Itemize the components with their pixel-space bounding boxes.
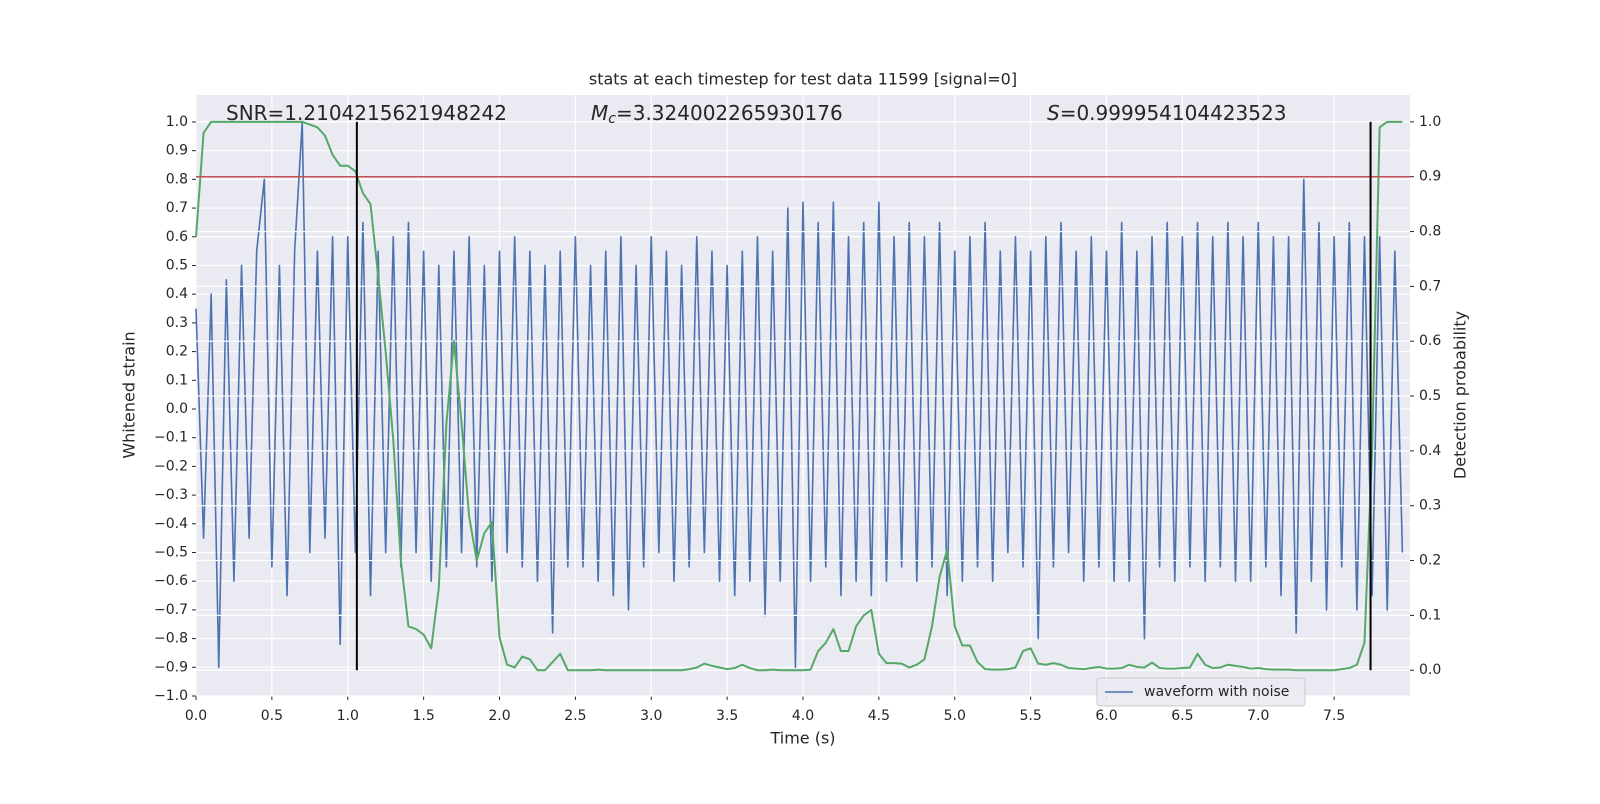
y-axis-label: Whitened strain bbox=[120, 331, 139, 458]
chart-title: stats at each timestep for test data 115… bbox=[589, 70, 1017, 89]
x-tick-label: 5.0 bbox=[944, 708, 966, 724]
y-tick-label: −0.3 bbox=[154, 487, 188, 503]
annotation: S=0.999954104423523 bbox=[1047, 101, 1286, 125]
y2-axis-label: Detection probability bbox=[1451, 311, 1470, 479]
legend-label: waveform with noise bbox=[1144, 684, 1289, 700]
annotation: Mc=3.324002265930176 bbox=[591, 101, 843, 128]
y-tick-label: −0.1 bbox=[154, 430, 188, 446]
series-line bbox=[195, 121, 1404, 669]
x-tick-label: 7.0 bbox=[1247, 708, 1269, 724]
x-tick-label: 1.5 bbox=[412, 708, 434, 724]
y-tick-label: 1.0 bbox=[166, 114, 188, 130]
y2-tick-label: 0.5 bbox=[1419, 388, 1441, 404]
annotation-text: =0.999954104423523 bbox=[1060, 101, 1287, 125]
y2-tick-label: 0.2 bbox=[1419, 553, 1441, 569]
y-tick-label: 0.3 bbox=[166, 315, 188, 331]
x-tick-label: 6.0 bbox=[1095, 708, 1117, 724]
annotation-symbol: S bbox=[1047, 101, 1060, 125]
x-tick-label: 6.5 bbox=[1171, 708, 1193, 724]
y-tick-label: 0.1 bbox=[166, 372, 188, 388]
y-tick-label: −0.7 bbox=[154, 602, 188, 618]
legend-box bbox=[1096, 677, 1306, 707]
y-tick-label: 0.6 bbox=[166, 229, 188, 245]
x-axis-label: Time (s) bbox=[769, 729, 835, 748]
y-tick-label: −1.0 bbox=[154, 688, 188, 704]
y-tick-label: 0.2 bbox=[166, 344, 188, 360]
y-tick-label: 0.7 bbox=[166, 200, 188, 216]
x-tick-label: 2.5 bbox=[564, 708, 586, 724]
y-tick-label: 0.8 bbox=[166, 171, 188, 187]
series-line bbox=[195, 120, 1403, 672]
y2-tick-label: 0.4 bbox=[1419, 443, 1441, 459]
annotation-subscript: c bbox=[608, 111, 616, 127]
x-tick-label: 1.0 bbox=[337, 708, 359, 724]
x-tick-label: 3.5 bbox=[716, 708, 738, 724]
y-tick-label: −0.4 bbox=[154, 516, 188, 532]
x-tick-label: 5.5 bbox=[1019, 708, 1041, 724]
y2-tick-label: 0.9 bbox=[1419, 169, 1441, 185]
y2-tick-label: 0.0 bbox=[1419, 662, 1441, 678]
annotation-symbol: M bbox=[591, 101, 608, 125]
y-tick-label: 0.5 bbox=[166, 257, 188, 273]
x-tick-label: 3.0 bbox=[640, 708, 662, 724]
x-tick-label: 4.0 bbox=[792, 708, 814, 724]
y-tick-label: −0.6 bbox=[154, 573, 188, 589]
y2-tick-label: 0.8 bbox=[1419, 224, 1441, 240]
x-tick-label: 0.0 bbox=[185, 708, 207, 724]
annotation-text: =3.324002265930176 bbox=[616, 101, 843, 125]
y-tick-label: 0.9 bbox=[166, 143, 188, 159]
y-tick-label: 0.0 bbox=[166, 401, 188, 417]
x-tick-label: 7.5 bbox=[1323, 708, 1345, 724]
y2-tick-label: 0.6 bbox=[1419, 333, 1441, 349]
y-tick-label: −0.2 bbox=[154, 458, 188, 474]
x-tick-label: 2.0 bbox=[488, 708, 510, 724]
x-tick-label: 0.5 bbox=[261, 708, 283, 724]
y2-tick-label: 0.7 bbox=[1419, 278, 1441, 294]
y-tick-label: 0.4 bbox=[166, 286, 188, 302]
x-tick-label: 4.5 bbox=[868, 708, 890, 724]
y2-tick-label: 1.0 bbox=[1419, 114, 1441, 130]
y2-tick-label: 0.1 bbox=[1419, 607, 1441, 623]
annotation-text: SNR=1.2104215621948242 bbox=[226, 101, 507, 125]
y-tick-label: −0.9 bbox=[154, 659, 188, 675]
y-tick-label: −0.8 bbox=[154, 631, 188, 647]
y2-tick-label: 0.3 bbox=[1419, 498, 1441, 514]
y-tick-label: −0.5 bbox=[154, 544, 188, 560]
annotation: SNR=1.2104215621948242 bbox=[226, 101, 507, 125]
